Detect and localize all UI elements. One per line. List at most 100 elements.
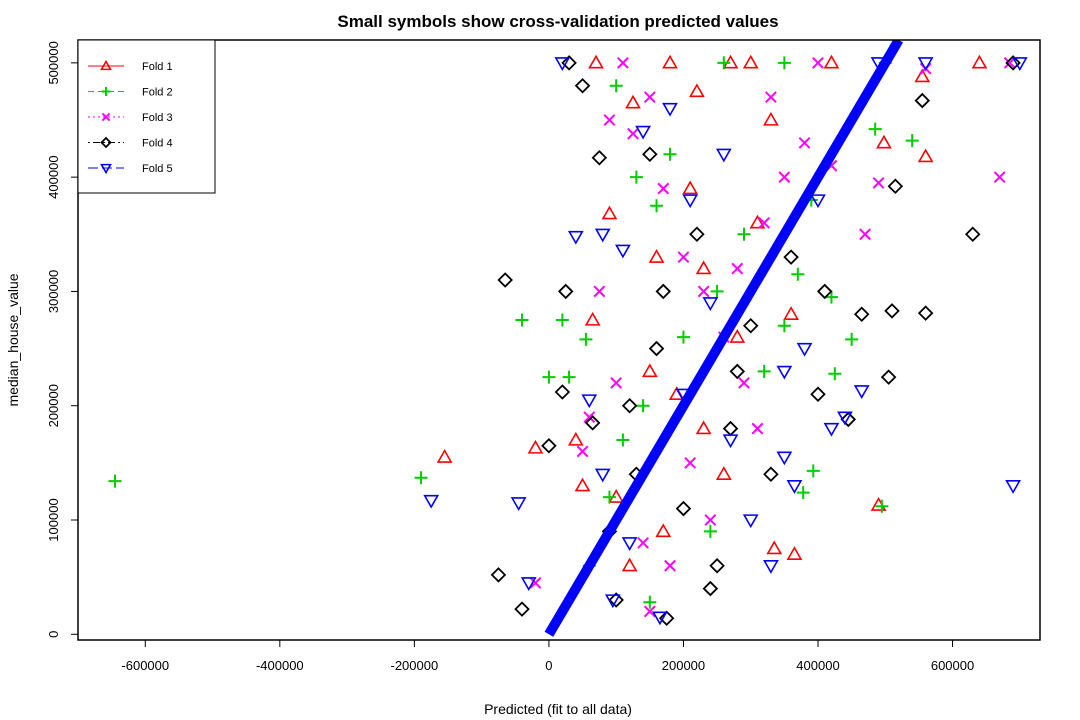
data-point <box>567 431 584 446</box>
data-point <box>520 577 537 591</box>
data-point <box>731 262 744 275</box>
data-point <box>905 134 919 148</box>
data-point <box>859 228 871 241</box>
data-point <box>655 283 672 300</box>
data-point <box>584 415 601 431</box>
x-tick-label: -400000 <box>256 658 304 673</box>
data-point <box>637 536 649 549</box>
data-point <box>643 595 657 609</box>
data-point <box>604 594 621 609</box>
data-point <box>703 524 717 538</box>
x-tick-label: 600000 <box>931 658 974 673</box>
plot-area <box>108 40 1028 637</box>
legend-symbol <box>100 136 112 149</box>
data-point <box>527 439 544 454</box>
data-point <box>810 194 826 209</box>
data-point <box>884 303 900 319</box>
data-point <box>914 92 931 109</box>
data-point <box>610 376 623 389</box>
legend-symbol <box>100 163 112 175</box>
data-point <box>676 330 690 344</box>
data-point <box>717 56 731 70</box>
data-point <box>763 111 779 126</box>
data-point <box>652 611 668 626</box>
data-point <box>742 317 759 334</box>
data-point <box>917 57 934 71</box>
data-point <box>608 592 624 608</box>
data-point <box>702 297 719 311</box>
data-point <box>742 54 759 69</box>
data-point <box>675 500 692 517</box>
x-tick-label: -200000 <box>391 658 439 673</box>
data-point <box>914 68 931 83</box>
legend-symbol <box>101 87 111 96</box>
x-tick-label: 0 <box>545 658 552 673</box>
data-point <box>514 601 530 617</box>
data-point <box>791 267 805 281</box>
data-point <box>880 369 897 385</box>
chart-title: Small symbols show cross-validation pred… <box>337 12 778 31</box>
data-point <box>648 340 665 357</box>
data-point <box>876 134 892 149</box>
data-point <box>742 514 759 529</box>
data-point <box>677 251 690 264</box>
data-point <box>796 486 810 500</box>
data-point <box>662 54 678 69</box>
data-point <box>806 464 820 478</box>
data-point <box>574 77 591 94</box>
data-point <box>872 176 885 189</box>
data-point <box>555 313 569 327</box>
data-point <box>758 216 771 229</box>
data-point <box>541 437 557 454</box>
data-point <box>621 537 638 551</box>
data-point <box>554 57 571 71</box>
data-point <box>689 226 705 243</box>
series-4 <box>490 55 1021 627</box>
data-point <box>602 490 616 504</box>
data-point <box>722 420 739 437</box>
legend-label: Fold 1 <box>142 61 173 73</box>
data-point <box>763 560 779 574</box>
data-point <box>650 199 664 213</box>
y-tick-label: 200000 <box>46 384 61 427</box>
data-point <box>837 411 853 426</box>
data-point <box>709 557 725 574</box>
data-point <box>765 91 777 104</box>
data-point <box>567 230 584 245</box>
data-point <box>702 580 719 597</box>
prediction-diagonal <box>544 40 904 637</box>
data-point <box>695 420 712 435</box>
data-point <box>870 497 887 511</box>
data-point <box>776 451 793 466</box>
data-point <box>641 363 658 378</box>
data-point <box>423 494 440 509</box>
legend-label: Fold 4 <box>142 138 173 150</box>
data-point <box>796 342 813 357</box>
data-point <box>584 311 601 326</box>
axes: -600000 -400000 -200000 0 200000 400000 600000… <box>46 39 1041 673</box>
x-tick-label: 400000 <box>796 658 839 673</box>
legend: Fold 1 Fold 2 Fold 3 Fold 4 Fold 5 <box>77 39 216 194</box>
data-point <box>729 329 746 343</box>
data-point <box>663 147 677 161</box>
data-point <box>497 272 513 288</box>
data-point <box>601 205 618 220</box>
data-point <box>840 411 857 428</box>
data-point <box>751 422 764 435</box>
data-point <box>658 610 675 627</box>
data-point <box>625 94 641 109</box>
data-point <box>615 244 631 259</box>
data-point <box>648 249 665 263</box>
data-point <box>964 226 981 243</box>
data-point <box>554 384 571 400</box>
legend-label: Fold 2 <box>142 87 173 99</box>
data-point <box>917 148 934 163</box>
data-point <box>643 91 656 104</box>
data-point <box>636 399 650 413</box>
data-point <box>868 122 882 136</box>
data-point <box>1011 57 1028 71</box>
data-point <box>515 313 529 327</box>
data-point <box>737 227 751 241</box>
data-point <box>108 474 122 488</box>
